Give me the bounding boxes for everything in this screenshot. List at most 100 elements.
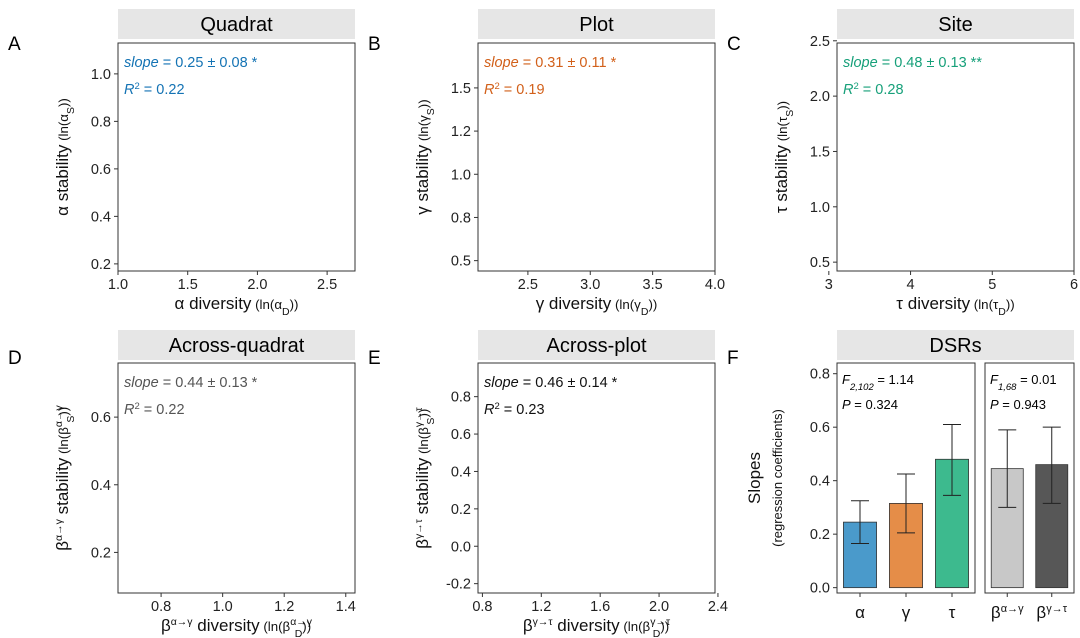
x-tick-label: 0.8 (472, 599, 492, 615)
strip-title: Plot (579, 14, 614, 36)
y-tick-label: 0.8 (810, 367, 830, 383)
axes: 1.0 1.5 2.0 2.5 0.2 0.4 0.6 0.8 1.0 (91, 67, 337, 293)
panel-letter: A (8, 34, 21, 55)
strip-title: Across-quadrat (169, 335, 305, 357)
f-statistic: F1,68 = 0.01 (990, 372, 1057, 393)
x-tick-label: 4.0 (705, 277, 725, 293)
x-tick-label: 1.6 (590, 599, 610, 615)
y-tick-label: 2.0 (810, 89, 830, 105)
x-axis-title: γ diversity (ln(γD)) (536, 294, 658, 318)
strip-title: Across-plot (546, 335, 646, 357)
y-tick-label: 1.0 (810, 200, 830, 216)
x-tick-label: τ (949, 603, 956, 622)
strip-title: Quadrat (200, 14, 273, 36)
y-tick-label: 1.0 (451, 167, 471, 183)
y-tick-label: 0.0 (810, 581, 830, 597)
p-value: P = 0.324 (842, 397, 898, 412)
y-tick-label: 0.4 (91, 478, 111, 494)
x-tick-label: βγ→τ (1036, 603, 1067, 622)
y-tick-label: 0.4 (451, 464, 471, 480)
strip-title: Site (938, 14, 972, 36)
r2-annotation: R2 = 0.22 (124, 401, 185, 419)
axes: 0.8 1.2 1.6 2.0 2.4 -0.2 0.0 0.2 0.4 0.6 0.8 (446, 390, 728, 615)
r2-annotation: R2 = 0.22 (124, 81, 185, 99)
bar-group-2: βα→γ βγ→τ F1,68 = 0.01 P = 0.943 (984, 362, 1075, 622)
panel-D: 0.8 1.0 1.2 1.4 0.2 0.4 0.6 βα→γ diversity (ln(… (53, 362, 356, 638)
panel-letter: F (727, 348, 739, 369)
slope-annotation: slope = 0.25 ± 0.08 * (124, 55, 258, 71)
y-tick-label: 0.4 (91, 209, 111, 225)
y-tick-label: 0.5 (810, 255, 830, 271)
x-tick-label: 1.0 (108, 277, 128, 293)
x-tick-label: γ (902, 603, 911, 622)
strip-2: Site (837, 9, 1074, 39)
panel-border (477, 42, 716, 272)
x-tick-label: 3 (825, 277, 833, 293)
x-tick-label: 1.0 (213, 599, 233, 615)
annotation: slope = 0.44 ± 0.13 * R2 = 0.22 (124, 375, 258, 418)
y-axis-title: βγ→τ stability (ln(βγ→τS)) (413, 406, 437, 548)
strip-1: Plot (478, 9, 715, 39)
f-statistic: F2,102 = 1.14 (842, 372, 914, 393)
y-tick-label: 1.0 (91, 67, 111, 83)
panel-F: 0.0 0.2 0.4 0.6 0.8 Slopes (regression coeffic… (745, 362, 1075, 622)
panel-border (477, 362, 716, 594)
slope-annotation: slope = 0.46 ± 0.14 * (484, 375, 618, 391)
x-tick-label: 2.0 (247, 277, 267, 293)
x-tick-label: βα→γ (991, 603, 1024, 622)
x-tick-label: 2.5 (317, 277, 337, 293)
y-axis-title: γ stability (ln(γS)) (413, 99, 437, 214)
x-axis-title: τ diversity (ln(τD)) (896, 294, 1014, 318)
x-tick-label: 6 (1070, 277, 1078, 293)
strip-3: Across-quadrat (118, 330, 355, 360)
y-tick-label: 0.2 (451, 502, 471, 518)
panel-B: 2.5 3.0 3.5 4.0 0.5 0.8 1.0 1.2 1.5 γ diversity (… (413, 42, 725, 318)
y-tick-label: 0.8 (451, 390, 471, 406)
slope-annotation: slope = 0.44 ± 0.13 * (124, 375, 258, 391)
y-tick-label: -0.2 (446, 577, 471, 593)
bar-group-1: α γ τ F2,102 = 1.14 P = 0.324 (836, 362, 976, 622)
slope-annotation: slope = 0.31 ± 0.11 * (484, 55, 617, 71)
panel-border (836, 42, 1075, 272)
annotation: slope = 0.31 ± 0.11 * R2 = 0.19 (484, 55, 617, 98)
panel-E: 0.8 1.2 1.6 2.0 2.4 -0.2 0.0 0.2 0.4 0.6 0.8 βγ→τ d… (413, 362, 728, 638)
x-tick-label: 4 (907, 277, 915, 293)
x-tick-label: α (855, 603, 865, 622)
y-axis-title: α stability (ln(αS)) (53, 98, 77, 216)
strip-background (837, 330, 1074, 360)
panel-letter: D (8, 348, 22, 369)
y-tick-label: 0.8 (91, 114, 111, 130)
x-tick-label: 1.2 (531, 599, 551, 615)
y-axis-title: Slopes (745, 452, 764, 504)
panel-letter: B (368, 34, 381, 55)
slope-annotation: slope = 0.48 ± 0.13 ** (843, 55, 982, 71)
y-axis-title: τ stability (ln(τS)) (772, 101, 796, 213)
strip-4: Across-plot (478, 330, 715, 360)
x-tick-label: 1.5 (178, 277, 198, 293)
y-tick-label: 1.5 (451, 81, 471, 97)
x-axis-title: βα→γ diversity (ln(βα→γ D)) (161, 616, 313, 638)
p-value: P = 0.943 (990, 397, 1046, 412)
x-tick-label: 2.5 (518, 277, 538, 293)
y-axis-title: βα→γ stability (ln(βα→γS)) (53, 405, 77, 551)
annotation: slope = 0.48 ± 0.13 ** R2 = 0.28 (843, 55, 982, 98)
axes: 3 4 5 6 0.5 1.0 1.5 2.0 2.5 (810, 34, 1078, 293)
axes: 0.0 0.2 0.4 0.6 0.8 (810, 367, 837, 597)
y-tick-label: 1.2 (451, 124, 471, 140)
y-tick-label: 0.6 (810, 420, 830, 436)
y-tick-label: 0.6 (91, 410, 111, 426)
y-tick-label: 0.2 (91, 545, 111, 561)
y-tick-label: 0.8 (451, 210, 471, 226)
x-tick-label: 2.0 (649, 599, 669, 615)
panel-C: 3 4 5 6 0.5 1.0 1.5 2.0 2.5 τ diversity (ln(τD)) τ… (772, 34, 1078, 318)
y-tick-label: 0.6 (451, 427, 471, 443)
x-tick-label: 0.8 (151, 599, 171, 615)
strip-title: DSRs (929, 335, 981, 357)
panel-border (117, 42, 356, 272)
strip-background (478, 9, 715, 39)
x-tick-label: 1.2 (274, 599, 294, 615)
panel-letter: C (727, 34, 741, 55)
panel-A: 1.0 1.5 2.0 2.5 0.2 0.4 0.6 0.8 1.0 α diversity (… (53, 42, 356, 318)
strip-5: DSRs (837, 330, 1074, 360)
